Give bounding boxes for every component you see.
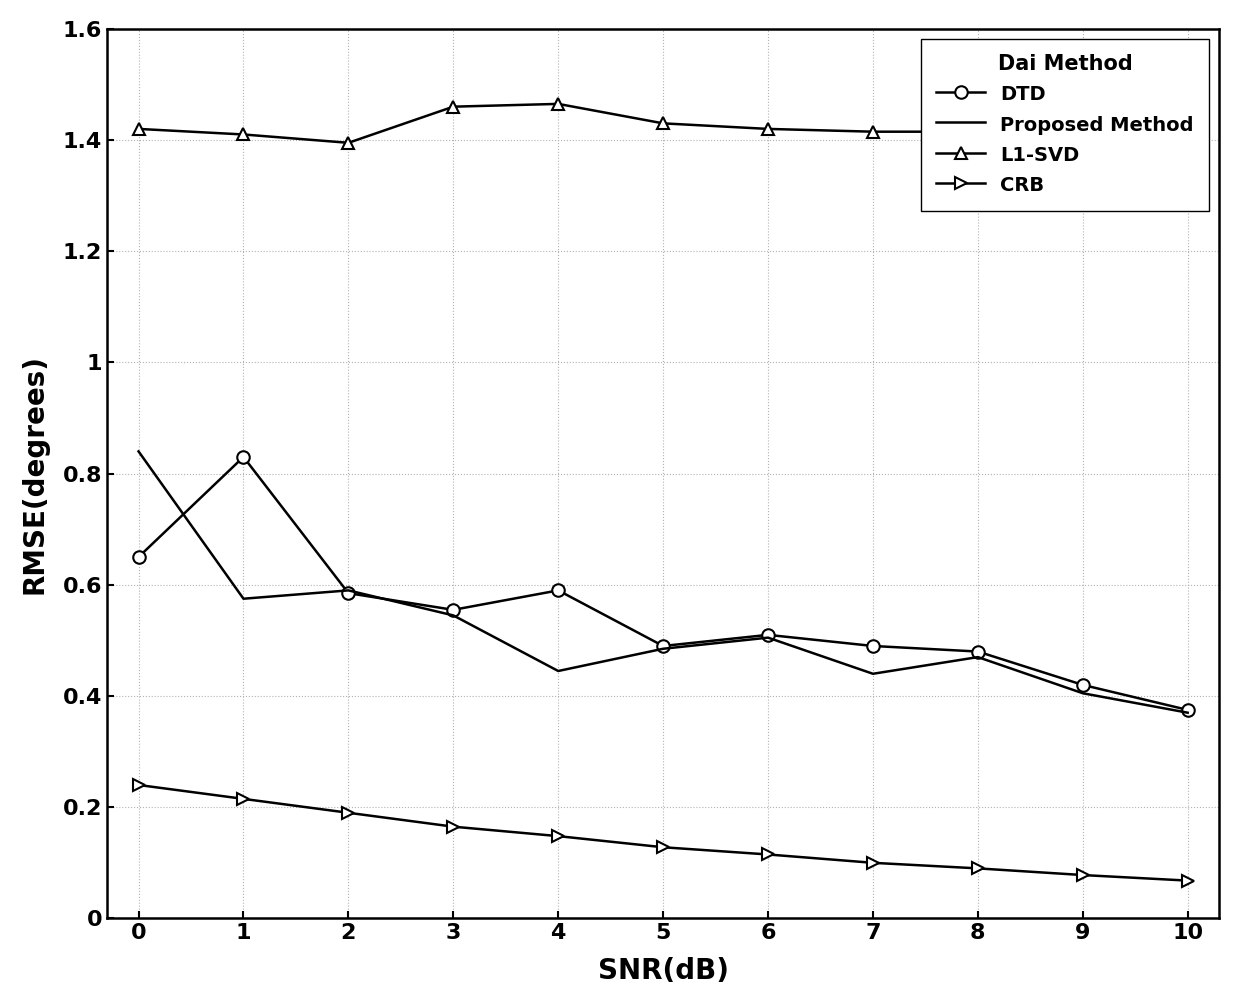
L1-SVD	[866, 126, 880, 138]
Proposed Method	[1075, 687, 1090, 699]
L1-SVD	[446, 101, 461, 113]
CRB	[341, 807, 356, 819]
L1-SVD	[131, 123, 146, 135]
Proposed Method	[341, 584, 356, 597]
DTD	[131, 551, 146, 563]
Proposed Method	[446, 610, 461, 622]
X-axis label: SNR(dB): SNR(dB)	[598, 957, 729, 985]
L1-SVD	[341, 137, 356, 149]
Line: CRB: CRB	[133, 779, 1194, 887]
CRB	[656, 841, 671, 853]
Proposed Method	[971, 651, 986, 663]
L1-SVD	[760, 123, 775, 135]
CRB	[446, 821, 461, 833]
DTD	[760, 629, 775, 641]
DTD	[446, 604, 461, 616]
Proposed Method	[866, 668, 880, 680]
Proposed Method	[236, 593, 250, 605]
Proposed Method	[551, 665, 565, 677]
L1-SVD	[1180, 72, 1195, 85]
Legend: DTD, Proposed Method, L1-SVD, CRB: DTD, Proposed Method, L1-SVD, CRB	[920, 38, 1209, 210]
DTD	[236, 451, 250, 463]
Y-axis label: RMSE(degrees): RMSE(degrees)	[21, 354, 48, 594]
DTD	[866, 640, 880, 652]
CRB	[551, 830, 565, 842]
Line: DTD: DTD	[133, 451, 1194, 716]
L1-SVD	[1075, 126, 1090, 138]
L1-SVD	[236, 129, 250, 141]
DTD	[551, 584, 565, 597]
L1-SVD	[971, 126, 986, 138]
CRB	[866, 857, 880, 869]
DTD	[341, 588, 356, 600]
Line: L1-SVD: L1-SVD	[133, 72, 1194, 149]
CRB	[1180, 874, 1195, 886]
Proposed Method	[131, 446, 146, 458]
CRB	[760, 848, 775, 860]
CRB	[236, 793, 250, 805]
CRB	[1075, 869, 1090, 881]
Proposed Method	[760, 632, 775, 644]
Line: Proposed Method: Proposed Method	[139, 452, 1188, 712]
CRB	[971, 862, 986, 874]
Proposed Method	[656, 643, 671, 655]
DTD	[1075, 679, 1090, 691]
DTD	[971, 646, 986, 658]
Proposed Method	[1180, 706, 1195, 718]
DTD	[656, 640, 671, 652]
L1-SVD	[656, 118, 671, 130]
L1-SVD	[551, 98, 565, 110]
CRB	[131, 779, 146, 791]
DTD	[1180, 704, 1195, 716]
